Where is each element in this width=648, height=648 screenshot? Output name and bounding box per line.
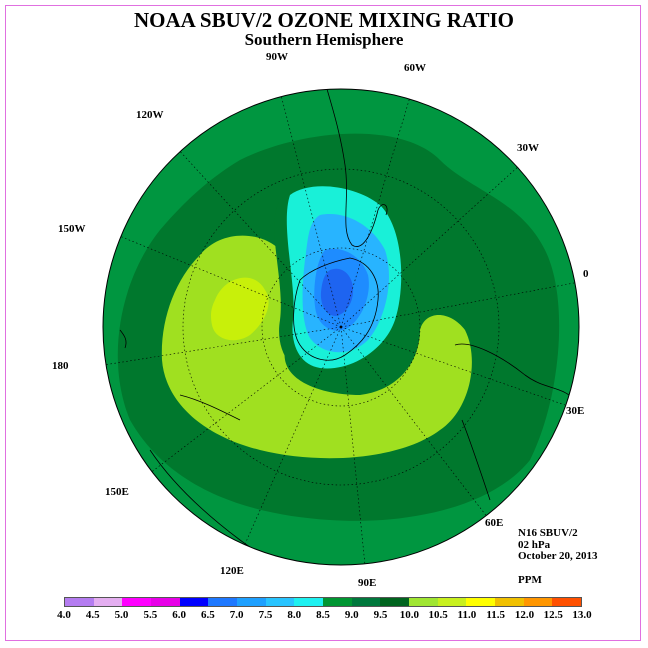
colorbar-tick-label: 7.0	[229, 609, 244, 621]
pressure-level-label: 02 hPa	[518, 539, 551, 551]
colorbar-swatch	[437, 598, 467, 606]
colorbar-swatch	[323, 598, 352, 606]
colorbar-tick-label: 10.5	[428, 609, 448, 621]
colorbar-tick-label: 12.0	[514, 609, 535, 621]
colorbar-swatch	[552, 598, 582, 606]
satellite-label: N16 SBUV/2	[518, 527, 578, 539]
colorbar-tick-label: 4.5	[85, 609, 100, 621]
colorbar-tick-label: 13.0	[572, 609, 592, 621]
lon-label-30w: 30W	[517, 142, 539, 154]
lon-label-150w: 150W	[58, 223, 86, 235]
map-title: NOAA SBUV/2 OZONE MIXING RATIO	[134, 8, 514, 32]
lon-label-180: 180	[52, 360, 69, 372]
lon-label-120e: 120E	[220, 565, 244, 577]
colorbar-swatch	[294, 598, 324, 606]
colorbar-tick-label: 4.0	[57, 609, 71, 621]
colorbar-swatch	[208, 598, 238, 606]
lon-label-150e: 150E	[105, 486, 129, 498]
colorbar-swatch	[523, 598, 553, 606]
plot-frame	[5, 5, 641, 641]
colorbar	[64, 597, 582, 607]
lon-label-90w: 90W	[266, 51, 288, 63]
lon-label-60e: 60E	[485, 517, 504, 529]
colorbar-tick-label: 8.5	[316, 609, 330, 621]
colorbar-swatch	[495, 598, 524, 606]
colorbar-swatch	[151, 598, 180, 606]
colorbar-tick-label: 9.5	[373, 609, 388, 621]
colorbar-tick-label: 5.5	[143, 609, 158, 621]
colorbar-tick-label: 11.5	[486, 609, 505, 621]
colorbar-tick-label: 10.0	[399, 609, 419, 621]
date-label: October 20, 2013	[518, 550, 598, 562]
colorbar-swatch	[265, 598, 295, 606]
lon-label-60w: 60W	[404, 62, 426, 74]
colorbar-swatch	[179, 598, 209, 606]
graticule	[103, 94, 579, 565]
map-boundary	[102, 88, 580, 566]
lon-label-90e: 90E	[358, 577, 377, 589]
colorbar-swatch	[65, 598, 94, 606]
colorbar-swatch	[409, 598, 438, 606]
colorbar-swatch	[93, 598, 123, 606]
colorbar-swatch	[380, 598, 410, 606]
colorbar-swatch	[237, 598, 266, 606]
contour-10-0	[211, 277, 269, 341]
colorbar-tick-label: 11.0	[457, 609, 477, 621]
colorbar-swatch	[351, 598, 381, 606]
colorbar-tick-label: 8.0	[287, 609, 302, 621]
units-label: PPM	[518, 574, 542, 586]
colorbar-tick-label: 7.5	[258, 609, 273, 621]
lon-label-0: 0	[583, 268, 589, 280]
colorbar-tick-label: 9.0	[344, 609, 359, 621]
colorbar-tick-label: 6.5	[201, 609, 215, 621]
lon-label-120w: 120W	[136, 109, 164, 121]
colorbar-swatch	[122, 598, 152, 606]
colorbar-tick-label: 12.5	[543, 609, 563, 621]
colorbar-tick-label: 5.0	[114, 609, 129, 621]
colorbar-swatch	[466, 598, 496, 606]
colorbar-tick-label: 6.0	[172, 609, 186, 621]
lon-label-30e: 30E	[566, 405, 585, 417]
map-subtitle: Southern Hemisphere	[244, 30, 404, 49]
